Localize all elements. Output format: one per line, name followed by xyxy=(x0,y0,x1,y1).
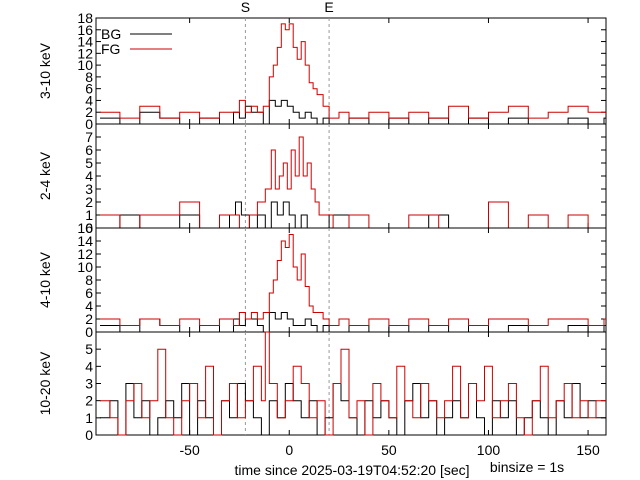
marker-label-end: E xyxy=(324,0,333,15)
series-bg xyxy=(100,312,606,333)
x-tick-label: 0 xyxy=(285,442,293,458)
panel-frame xyxy=(95,331,607,436)
y-tick-label: 7 xyxy=(85,129,93,145)
x-tick-label: 150 xyxy=(576,442,600,458)
y-axis-label: 4-10 keV xyxy=(37,251,53,308)
y-tick-label: 3 xyxy=(85,181,93,197)
y-tick-label: 6 xyxy=(85,142,93,158)
y-tick-label: 6 xyxy=(85,285,93,301)
x-tick-label: -50 xyxy=(180,442,200,458)
y-tick-label: 8 xyxy=(85,69,93,85)
series-bg xyxy=(100,99,606,125)
x-tick-label: 100 xyxy=(477,442,501,458)
series-fg xyxy=(100,136,606,229)
y-axis-label: 10-20 keV xyxy=(37,351,53,415)
y-tick-label: 3 xyxy=(85,376,93,392)
y-tick-label: 0 xyxy=(85,116,93,132)
series-fg xyxy=(100,331,606,436)
y-tick-label: 0 xyxy=(85,427,93,443)
y-tick-label: 4 xyxy=(85,168,93,184)
y-tick-label: 0 xyxy=(85,324,93,340)
y-axis-label: 3-10 keV xyxy=(37,42,53,99)
y-tick-label: 4 xyxy=(85,92,93,108)
x-axis-label: time since 2025-03-19T04:52:20 [sec] xyxy=(234,462,469,478)
y-tick-label: 14 xyxy=(77,233,93,249)
panel-frame xyxy=(95,123,607,229)
y-tick-label: 16 xyxy=(77,22,93,38)
series-bg xyxy=(100,383,606,436)
y-tick-label: 2 xyxy=(85,393,93,409)
y-tick-label: 16 xyxy=(77,220,93,236)
y-tick-label: 4 xyxy=(85,298,93,314)
y-tick-label: 10 xyxy=(77,259,93,275)
y-tick-label: 8 xyxy=(85,272,93,288)
binsize-label: binsize = 1s xyxy=(490,459,564,475)
y-tick-label: 1 xyxy=(85,410,93,426)
y-tick-label: 2 xyxy=(85,104,93,120)
legend-bg-label: BG xyxy=(101,26,121,42)
y-tick-label: 14 xyxy=(77,34,93,50)
marker-label-start: S xyxy=(241,0,250,15)
y-axis-label: 2-4 keV xyxy=(37,151,53,200)
y-tick-label: 5 xyxy=(85,341,93,357)
series-fg xyxy=(100,234,606,326)
y-tick-label: 12 xyxy=(77,45,93,61)
y-tick-label: 5 xyxy=(85,155,93,171)
y-tick-label: 18 xyxy=(77,10,93,26)
series-fg xyxy=(100,23,606,119)
y-tick-label: 6 xyxy=(85,81,93,97)
legend-fg-label: FG xyxy=(101,41,120,57)
y-tick-label: 2 xyxy=(85,311,93,327)
panel-frame xyxy=(95,227,607,333)
overlay-group: S E time since 2025-03-19T04:52:20 [sec]… xyxy=(101,0,564,478)
y-tick-label: 1 xyxy=(85,207,93,223)
y-tick-label: 0 xyxy=(85,220,93,236)
y-tick-label: 10 xyxy=(77,57,93,73)
y-tick-label: 12 xyxy=(77,246,93,262)
x-tick-label: 50 xyxy=(381,442,397,458)
y-tick-label: 2 xyxy=(85,194,93,210)
y-tick-label: 4 xyxy=(85,358,93,374)
panel-frame xyxy=(95,17,607,125)
